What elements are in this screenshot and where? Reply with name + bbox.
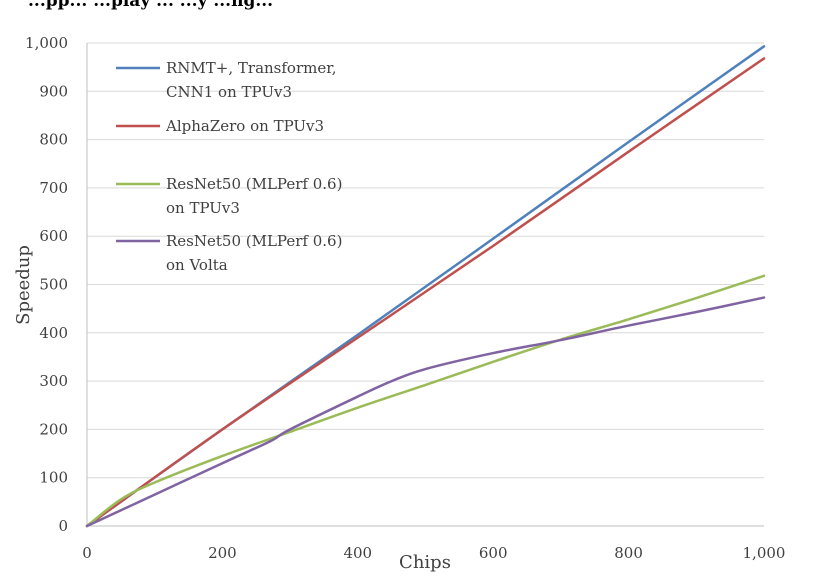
series-line-3 — [85, 274, 766, 528]
series-lines — [85, 45, 766, 528]
y-tick-label: 500 — [39, 276, 68, 294]
legend-label: on TPUv3 — [166, 199, 240, 217]
x-tick-label: 1,000 — [743, 544, 786, 562]
y-tick-label: 300 — [39, 372, 68, 390]
x-tick-label: 800 — [614, 544, 643, 562]
y-tick-label: 600 — [39, 227, 68, 245]
gridlines — [87, 42, 764, 479]
legend-label: AlphaZero on TPUv3 — [165, 117, 324, 135]
header-fragment: ...pp... ...play ... ...y ...ng... — [28, 0, 274, 11]
legend-label: ResNet50 (MLPerf 0.6) — [166, 232, 342, 250]
y-tick-label: 400 — [39, 324, 68, 342]
x-tick-label: 0 — [82, 544, 92, 562]
x-tick-label: 600 — [479, 544, 508, 562]
x-tick-label: 200 — [208, 544, 237, 562]
legend-label: RNMT+, Transformer, — [166, 59, 337, 77]
x-axis-title: Chips — [399, 552, 451, 573]
legend-item-1: RNMT+, Transformer, CNN1 on TPUv3 — [116, 59, 337, 101]
y-tick-label: 700 — [39, 179, 68, 197]
y-tick-label: 900 — [39, 82, 68, 100]
x-tick-labels: 0 200 400 600 800 1,000 — [82, 544, 785, 562]
y-tick-label: 800 — [39, 131, 68, 149]
axes — [86, 43, 764, 527]
y-tick-label: 100 — [39, 469, 68, 487]
series-line-2 — [85, 57, 766, 528]
x-tick-label: 400 — [343, 544, 372, 562]
legend-item-4: ResNet50 (MLPerf 0.6) on Volta — [116, 232, 342, 274]
legend-label: on Volta — [166, 256, 228, 274]
y-tick-labels: 0 100 200 300 400 500 600 700 800 900 1,000 — [25, 34, 68, 535]
y-tick-label: 200 — [39, 420, 68, 438]
legend-label: ResNet50 (MLPerf 0.6) — [166, 175, 342, 193]
y-tick-label: 0 — [58, 517, 68, 535]
legend-item-3: ResNet50 (MLPerf 0.6) on TPUv3 — [116, 175, 342, 217]
legend: RNMT+, Transformer, CNN1 on TPUv3 AlphaZer… — [116, 59, 342, 274]
y-tick-label: 1,000 — [25, 34, 68, 52]
legend-label: CNN1 on TPUv3 — [166, 83, 292, 101]
y-axis-title: Speedup — [13, 245, 34, 325]
legend-item-2: AlphaZero on TPUv3 — [116, 117, 324, 135]
series-line-4 — [85, 296, 766, 528]
